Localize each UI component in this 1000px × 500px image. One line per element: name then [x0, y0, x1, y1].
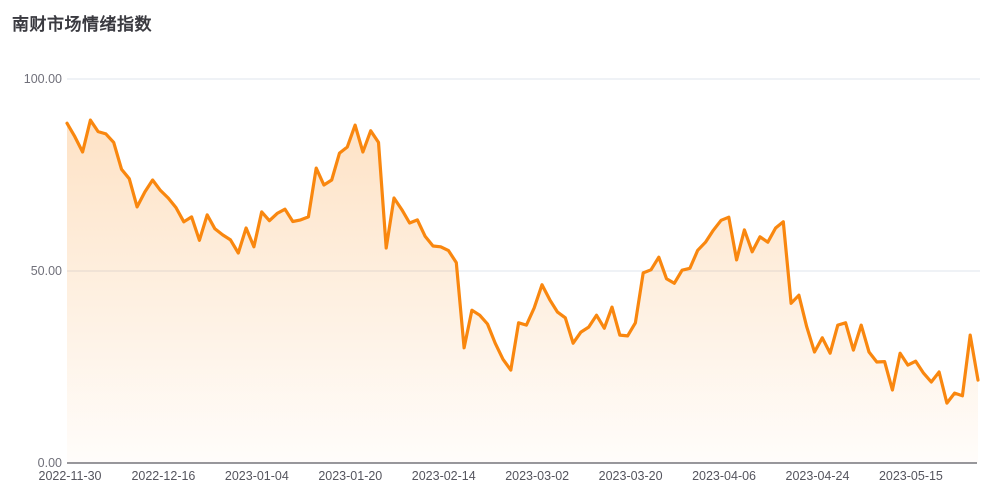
chart-title: 南财市场情绪指数	[12, 15, 152, 34]
y-tick-label: 50.00	[30, 264, 62, 278]
x-tick-label: 2023-04-24	[785, 469, 850, 483]
x-tick-label: 2023-05-15	[878, 469, 943, 483]
x-tick-label: 2023-01-20	[318, 469, 383, 483]
line-series	[65, 118, 980, 405]
x-tick-label: 2022-12-16	[131, 469, 196, 483]
x-tick-label: 2022-11-30	[38, 469, 102, 483]
x-tick-label: 2023-04-06	[692, 469, 757, 483]
y-tick-label: 100.00	[23, 72, 62, 86]
x-tick-label: 2023-02-14	[411, 469, 476, 483]
y-tick-label: 0.00	[37, 456, 62, 470]
x-tick-label: 2023-03-02	[505, 469, 570, 483]
x-tick-label: 2023-03-20	[598, 469, 663, 483]
x-tick-label: 2023-01-04	[224, 469, 289, 483]
area-fill	[67, 120, 978, 463]
